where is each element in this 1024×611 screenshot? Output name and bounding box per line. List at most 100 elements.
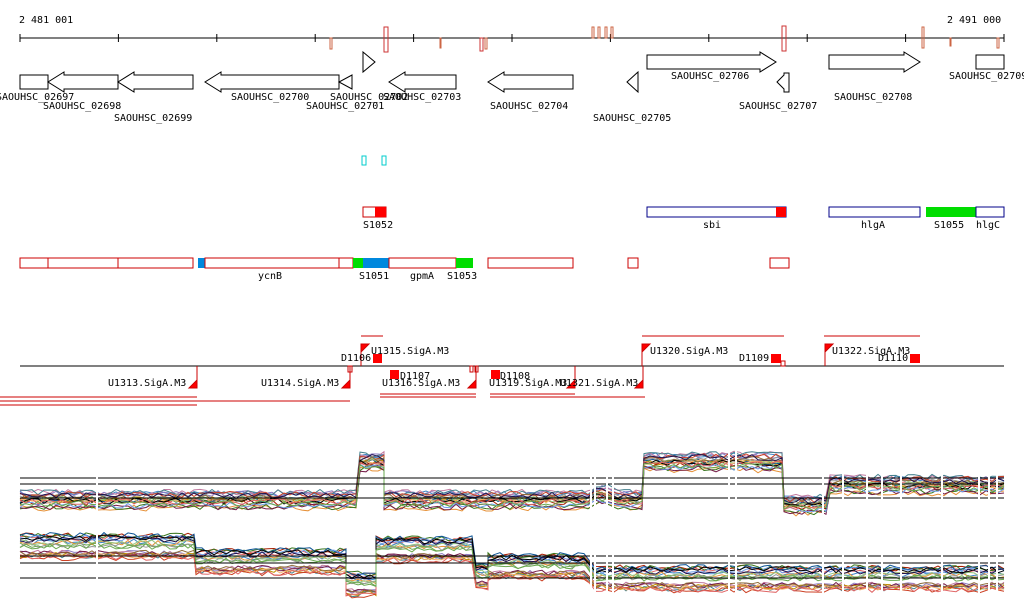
expression-trace <box>19 536 1005 580</box>
expression-gap <box>842 450 844 600</box>
gene-labels: SAOUHSC_02697 SAOUHSC_02698 SAOUHSC_0269… <box>0 71 1024 124</box>
feature-box[interactable] <box>47 257 119 269</box>
feature-label-S1055: S1055 <box>934 220 964 231</box>
feature-hlgA[interactable] <box>828 206 921 218</box>
expression-gap <box>988 450 990 600</box>
feature-box[interactable] <box>487 257 574 269</box>
gene-track <box>19 50 1005 94</box>
feature-S1052-fill <box>375 207 386 217</box>
gene-label: SAOUHSC_02698 <box>43 101 121 112</box>
feature-S1055[interactable] <box>926 207 976 217</box>
feature-label-ycnB: ycnB <box>258 271 282 282</box>
cyan-marker[interactable] <box>361 155 367 166</box>
gene-arrow-02706[interactable] <box>646 51 777 73</box>
gene-label: SAOUHSC_02706 <box>671 71 749 82</box>
gene-arrow-02702[interactable] <box>362 50 376 74</box>
expression-trace <box>19 462 1005 512</box>
promoter-label: D1110 <box>878 353 908 364</box>
expression-gap <box>96 450 98 600</box>
feature-S1051-green <box>353 258 363 268</box>
terminator-box[interactable] <box>390 370 399 379</box>
ruler-feature-marks <box>329 25 1000 53</box>
feature-box[interactable] <box>769 257 790 269</box>
feature-sbi-fill <box>776 207 786 217</box>
feature-box[interactable] <box>338 257 354 269</box>
expression-trace <box>19 541 1005 585</box>
feature-box[interactable] <box>117 257 194 269</box>
terminator-box[interactable] <box>373 354 382 363</box>
promoter-flag[interactable] <box>466 366 477 389</box>
expression-trace <box>19 460 1005 511</box>
promoter-flag[interactable] <box>565 366 576 389</box>
gene-label: SAOUHSC_02708 <box>834 92 912 103</box>
annotation-track-2: ycnB S1051 gpmA S1053 <box>19 257 790 282</box>
gene-arrow-02704[interactable] <box>487 71 574 93</box>
promoter-track: U1315.SigA.M3 D1106 U1320.SigA.M3 D1109 … <box>0 335 1004 406</box>
gene-label: SAOUHSC_02699 <box>114 113 192 124</box>
expression-gap <box>735 450 737 600</box>
cyan-marker[interactable] <box>381 155 387 166</box>
promoter-flag[interactable] <box>633 366 644 389</box>
feature-box[interactable] <box>627 257 639 269</box>
feature-box[interactable] <box>19 257 49 269</box>
promoter-label: U1314.SigA.M3 <box>261 378 339 389</box>
terminator-box[interactable] <box>491 370 500 379</box>
gene-arrow-02709[interactable] <box>975 54 1005 70</box>
expression-lines-lower <box>19 531 1005 599</box>
feature-blue-mark <box>198 258 205 268</box>
expression-gap <box>590 450 592 600</box>
feature-ycnB[interactable] <box>204 257 340 269</box>
promoter-flags <box>187 343 835 389</box>
terminator-box[interactable] <box>910 354 920 363</box>
gene-arrow-02699[interactable] <box>117 71 194 93</box>
promoter-flag[interactable] <box>824 343 835 366</box>
expression-gap <box>822 450 824 600</box>
promoter-label: U1313.SigA.M3 <box>108 378 186 389</box>
feature-sbi[interactable] <box>646 206 787 218</box>
promoter-flag[interactable] <box>187 366 198 389</box>
promoter-flag[interactable] <box>641 343 652 366</box>
gene-label: SAOUHSC_02702 <box>330 92 408 103</box>
feature-label-S1051: S1051 <box>359 271 389 282</box>
feature-S1051[interactable] <box>363 258 389 268</box>
promoter-flag[interactable] <box>340 366 351 389</box>
terminators <box>373 354 920 379</box>
gene-arrow-02705[interactable] <box>626 70 639 94</box>
expression-panel-upper <box>19 450 1005 517</box>
promoter-flag[interactable] <box>360 343 371 366</box>
expression-trace <box>19 549 1005 594</box>
gene-arrow-02698[interactable] <box>47 71 119 93</box>
gene-arrow-02697[interactable] <box>19 74 49 90</box>
promoter-label: U1320.SigA.M3 <box>650 346 728 357</box>
promoter-label: D1108 <box>500 371 530 382</box>
feature-hlgC[interactable] <box>975 206 1005 218</box>
feature-label-S1052: S1052 <box>363 220 393 231</box>
terminator-box[interactable] <box>771 354 781 363</box>
ruler-ticks <box>19 34 1005 42</box>
expression-gap <box>612 450 614 600</box>
feature-gpmA[interactable] <box>388 257 457 269</box>
gene-arrow-02708[interactable] <box>828 51 921 73</box>
expression-gap <box>866 450 868 600</box>
expression-gap <box>606 450 608 600</box>
promoter-label: D1109 <box>739 353 769 364</box>
expression-gap <box>941 450 943 600</box>
feature-label-hlgC: hlgC <box>976 220 1000 231</box>
cyan-markers <box>361 155 387 166</box>
expression-gap <box>728 450 730 600</box>
feature-label-gpmA: gpmA <box>410 271 434 282</box>
promoter-label: D1107 <box>400 371 430 382</box>
promoter-label: U1315.SigA.M3 <box>371 346 449 357</box>
feature-S1053[interactable] <box>456 258 473 268</box>
expression-lines-upper <box>19 450 1005 517</box>
gene-label: SAOUHSC_02700 <box>231 92 309 103</box>
expression-trace <box>19 554 1005 599</box>
promoter-label: U1316.SigA.M3 <box>382 378 460 389</box>
expression-gaps <box>96 450 998 600</box>
gene-arrow-02701[interactable] <box>337 74 353 90</box>
gene-arrow-02707[interactable] <box>776 72 790 93</box>
gene-arrow-02703[interactable] <box>388 71 457 93</box>
gene-label: SAOUHSC_02705 <box>593 113 671 124</box>
gene-arrow-02700[interactable] <box>204 71 340 93</box>
